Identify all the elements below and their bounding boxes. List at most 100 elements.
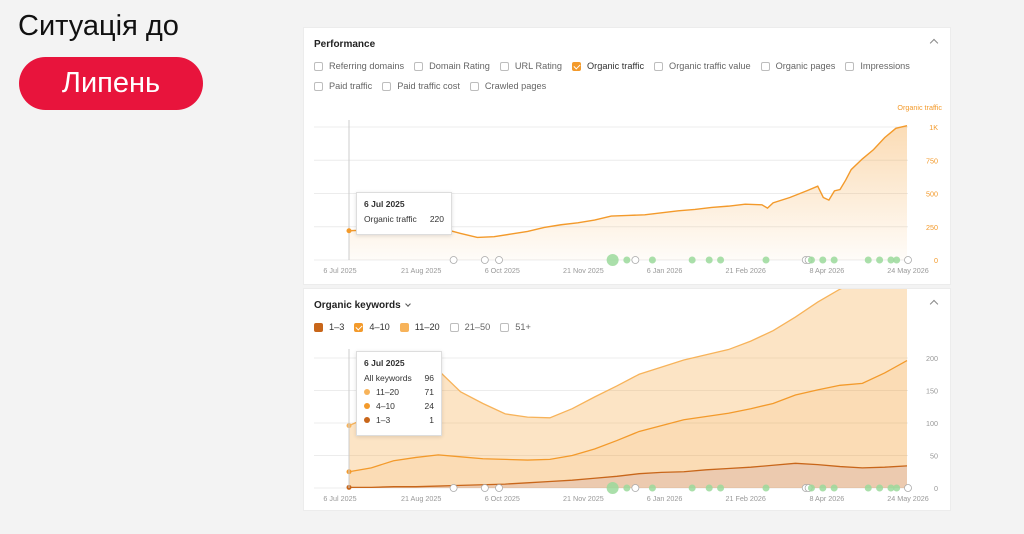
- keywords-title-dropdown[interactable]: Organic keywords: [314, 300, 411, 311]
- series-line: [348, 124, 908, 239]
- tooltip-label: 1–3: [376, 415, 391, 425]
- performance-tooltip: 6 Jul 2025 Organic traffic 220: [356, 192, 452, 235]
- metric-toggle[interactable]: Impressions: [845, 61, 910, 71]
- metric-toggle[interactable]: Organic traffic: [572, 61, 644, 71]
- update-marker-icon: [864, 484, 872, 492]
- update-marker-icon: [807, 256, 815, 264]
- checkbox-icon[interactable]: [414, 61, 424, 71]
- metric-toggle[interactable]: 11–20: [399, 322, 440, 332]
- performance-panel: Performance Referring domains Domain Rati…: [303, 27, 951, 285]
- metric-checkbox-row-2: Paid traffic Paid traffic cost Crawled pag…: [314, 81, 556, 91]
- checkbox-icon[interactable]: [499, 61, 509, 71]
- x-tick-label: 6 Jan 2026: [647, 494, 683, 503]
- tooltip-value: 1: [429, 415, 434, 425]
- update-marker-icon: [623, 484, 631, 492]
- checkbox-icon[interactable]: [500, 322, 510, 332]
- checkbox-icon[interactable]: [314, 81, 323, 91]
- metric-toggle[interactable]: 1–3: [314, 322, 344, 332]
- x-tick-label: 6 Jan 2026: [647, 266, 683, 275]
- checkbox-icon[interactable]: [654, 61, 664, 71]
- metric-toggle[interactable]: Referring domains: [314, 61, 404, 71]
- keywords-tooltip: 6 Jul 2025 All keywords 96 11–20 71 4–10 24 1–…: [356, 351, 442, 436]
- update-marker-icon: [606, 482, 619, 494]
- annotation-marker-icon: [449, 484, 458, 492]
- keywords-title: Organic keywords: [314, 300, 401, 311]
- tooltip-label: Organic traffic: [364, 214, 417, 224]
- x-tick-label: 21 Aug 2025: [401, 494, 441, 503]
- metric-label: URL Rating: [514, 61, 563, 71]
- metric-toggle[interactable]: Paid traffic: [314, 81, 372, 91]
- update-marker-icon: [887, 484, 895, 492]
- update-marker-icon: [606, 254, 619, 266]
- x-tick-label: 8 Apr 2026: [809, 494, 844, 503]
- update-marker-icon: [830, 256, 838, 264]
- update-marker-icon: [893, 484, 901, 492]
- tooltip-value: 220: [429, 214, 444, 224]
- metric-toggle[interactable]: Domain Rating: [414, 61, 490, 71]
- metric-toggle[interactable]: 4–10: [354, 322, 390, 332]
- metric-toggle[interactable]: Crawled pages: [469, 81, 547, 91]
- metric-label: 4–10: [369, 322, 390, 332]
- annotation-marker-icon: [449, 256, 458, 264]
- month-badge: Липень: [19, 57, 203, 110]
- annotation-marker-icon: [495, 256, 503, 264]
- checkbox-icon[interactable]: [399, 322, 409, 332]
- checkbox-icon[interactable]: [469, 81, 479, 91]
- slide-title: Ситуація до: [18, 10, 179, 42]
- update-marker-icon: [864, 256, 872, 264]
- metric-toggle[interactable]: Organic traffic value: [654, 61, 751, 71]
- tooltip-value: 96: [424, 373, 434, 383]
- checkbox-icon[interactable]: [449, 322, 459, 332]
- x-tick-label: 24 May 2026: [887, 266, 929, 275]
- hover-point: [346, 228, 352, 234]
- checkbox-icon[interactable]: [845, 61, 855, 71]
- tooltip-value: 71: [424, 387, 434, 397]
- update-marker-icon: [876, 256, 884, 264]
- x-tick-label: 6 Oct 2025: [485, 494, 520, 503]
- metric-label: Referring domains: [329, 61, 405, 71]
- checkbox-icon[interactable]: [382, 81, 392, 91]
- tooltip-label: 11–20: [376, 387, 400, 397]
- update-marker-icon: [819, 484, 827, 492]
- update-marker-icon: [705, 484, 713, 492]
- y-tick-label: 1K: [929, 123, 938, 132]
- metric-toggle[interactable]: 21–50: [449, 322, 491, 332]
- legend-dot-icon: [364, 389, 370, 395]
- tooltip-label: All keywords: [364, 373, 412, 383]
- annotation-marker-icon: [631, 484, 640, 492]
- update-marker-icon: [762, 256, 770, 264]
- update-marker-icon: [648, 484, 656, 492]
- checkbox-icon[interactable]: [760, 61, 770, 71]
- metric-toggle[interactable]: 51+: [500, 322, 531, 332]
- annotation-marker-icon: [495, 484, 503, 492]
- annotation-marker-icon: [480, 484, 489, 492]
- metric-label: Crawled pages: [484, 81, 547, 91]
- tooltip-label: 4–10: [376, 401, 395, 411]
- checkbox-icon[interactable]: [314, 322, 323, 332]
- update-marker-icon: [717, 484, 725, 492]
- annotation-marker-icon: [904, 256, 912, 264]
- update-marker-icon: [830, 484, 838, 492]
- update-marker-icon: [648, 256, 656, 264]
- tooltip-row: All keywords 96: [364, 373, 434, 383]
- update-marker-icon: [819, 256, 827, 264]
- metric-toggle[interactable]: URL Rating: [499, 61, 563, 71]
- update-marker-icon: [705, 256, 713, 264]
- metric-toggle[interactable]: Paid traffic cost: [382, 81, 460, 91]
- checkbox-icon[interactable]: [314, 61, 323, 71]
- tooltip-date: 6 Jul 2025: [364, 199, 405, 209]
- x-tick-label: 21 Aug 2025: [401, 266, 441, 275]
- metric-toggle[interactable]: Organic pages: [760, 61, 835, 71]
- stacked-line: [348, 360, 908, 473]
- update-marker-icon: [893, 256, 901, 264]
- checkbox-icon[interactable]: [354, 322, 364, 332]
- y-tick-label: 200: [926, 354, 938, 363]
- checkbox-icon[interactable]: [572, 61, 582, 71]
- tooltip-row: 4–10 24: [364, 401, 434, 411]
- update-marker-icon: [688, 256, 696, 264]
- x-tick-label: 8 Apr 2026: [809, 266, 844, 275]
- tooltip-row: 1–3 1: [364, 415, 434, 425]
- tooltip-date: 6 Jul 2025: [364, 358, 405, 368]
- metric-label: 21–50: [464, 322, 491, 332]
- series-label: Organic traffic: [897, 103, 942, 112]
